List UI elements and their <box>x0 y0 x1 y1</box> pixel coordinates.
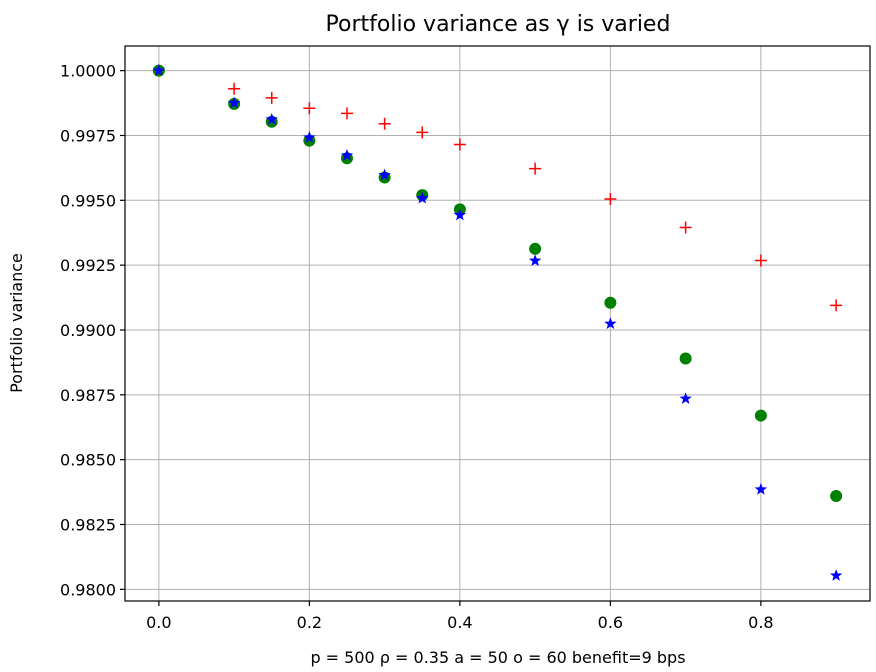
y-tick-label: 0.9800 <box>60 580 116 599</box>
data-point-plus <box>453 138 466 151</box>
data-point-star <box>378 168 391 181</box>
data-point-star <box>265 112 278 125</box>
data-point-plus <box>529 162 542 175</box>
x-tick-label: 0.0 <box>146 613 171 632</box>
data-point-plus <box>303 102 316 115</box>
data-point-star <box>604 317 617 330</box>
x-tick-label: 0.4 <box>447 613 472 632</box>
y-tick-label: 0.9975 <box>60 126 116 145</box>
y-tick-label: 0.9850 <box>60 451 116 470</box>
data-point-circle <box>604 296 617 309</box>
x-tick-label: 0.2 <box>297 613 322 632</box>
x-axis-label: p = 500 ρ = 0.35 a = 50 o = 60 benefit=9… <box>310 648 685 667</box>
x-tick-label: 0.6 <box>598 613 623 632</box>
data-point-star <box>754 482 768 495</box>
data-point-circle <box>679 352 692 365</box>
y-tick-label: 0.9950 <box>60 191 116 210</box>
data-series <box>152 64 843 581</box>
data-point-plus <box>830 299 843 312</box>
data-point-plus <box>378 117 391 130</box>
data-point-plus <box>604 193 617 206</box>
data-point-star <box>152 64 166 76</box>
data-point-circle <box>754 409 767 422</box>
data-point-plus <box>265 91 278 104</box>
axis-ticks: 0.0 0.2 0.4 0.6 0.8 0.9800 0.9825 0.9850 0.9875 0… <box>60 62 774 632</box>
data-point-star <box>528 254 542 266</box>
data-point-star <box>227 96 241 109</box>
x-tick-label: 0.8 <box>748 613 773 632</box>
data-point-circle <box>830 489 843 502</box>
data-point-plus <box>228 82 241 95</box>
y-tick-label: 0.9925 <box>60 256 116 275</box>
data-point-star <box>679 392 692 404</box>
y-axis-label: Portfolio variance <box>7 253 26 393</box>
grid-lines <box>125 46 870 601</box>
data-point-circle <box>529 242 542 255</box>
data-point-star <box>416 191 429 204</box>
chart-title: Portfolio variance as γ is varied <box>326 12 671 37</box>
data-point-plus <box>679 221 692 234</box>
y-tick-label: 0.9875 <box>60 386 116 405</box>
plot-frame <box>124 45 871 602</box>
data-point-plus <box>754 254 767 267</box>
y-tick-label: 1.0000 <box>60 62 116 81</box>
y-tick-label: 0.9825 <box>60 515 116 534</box>
data-point-star <box>453 208 467 221</box>
data-point-star <box>829 569 843 581</box>
y-tick-label: 0.9900 <box>60 321 116 340</box>
data-point-plus <box>416 126 429 139</box>
data-point-plus <box>340 107 353 120</box>
data-point-star <box>303 131 316 143</box>
data-point-star <box>340 148 354 161</box>
